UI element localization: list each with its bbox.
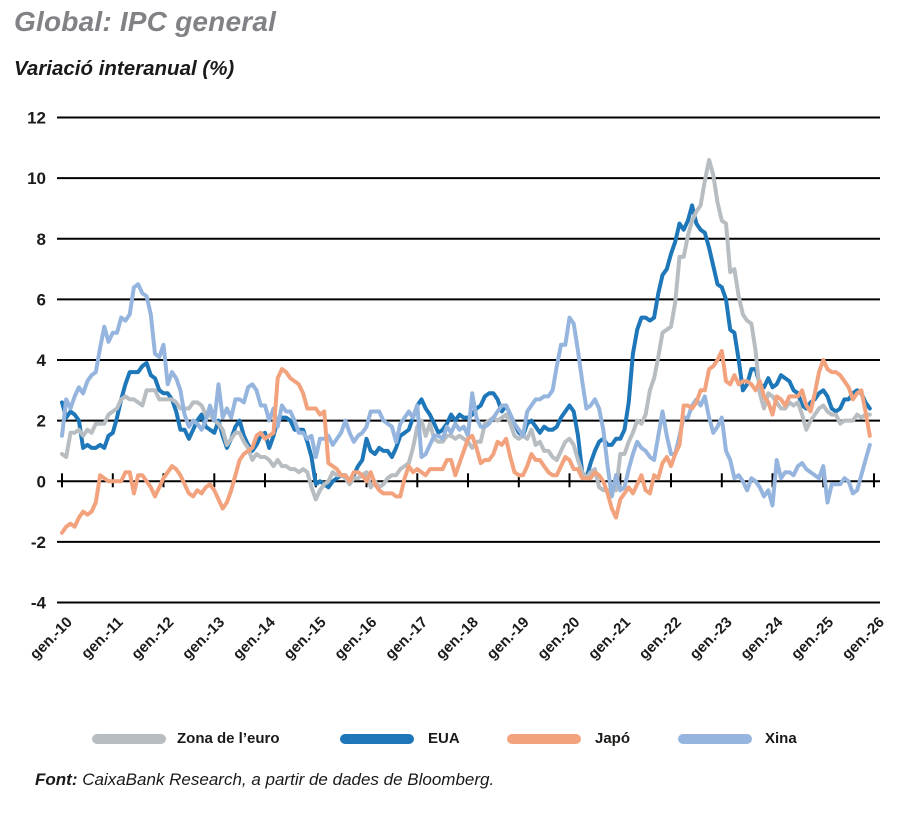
- x-axis-label: gen.-23: [686, 614, 735, 663]
- source-label: Font:: [35, 770, 78, 789]
- y-axis-label: -4: [31, 594, 47, 613]
- y-axis-label: 0: [37, 472, 46, 491]
- x-axis-label: gen.-25: [788, 614, 837, 663]
- y-axis-label: 8: [37, 230, 46, 249]
- x-axis-label: gen.-24: [737, 613, 787, 663]
- y-axis-label: 6: [37, 290, 46, 309]
- legend-swatch-xina: [678, 734, 752, 744]
- x-axis-label: gen.-26: [839, 614, 888, 663]
- x-axis-label: gen.-22: [636, 614, 685, 663]
- y-axis-label: 10: [27, 169, 46, 188]
- x-axis-label: gen.-21: [585, 614, 634, 663]
- y-axis-label: -2: [31, 533, 46, 552]
- legend-label-eua: EUA: [428, 730, 460, 747]
- x-axis-label: gen.-12: [128, 614, 177, 663]
- x-axis-label: gen.-11: [78, 614, 127, 663]
- legend-label-japo: Japó: [595, 730, 631, 747]
- legend-label-xina: Xina: [765, 730, 797, 747]
- x-axis-label: gen.-17: [382, 614, 431, 663]
- legend-swatch-eua: [340, 734, 414, 744]
- y-axis-label: 2: [37, 412, 46, 431]
- chart-subtitle: Variació interanual (%): [14, 57, 235, 80]
- x-axis-label: gen.-20: [534, 614, 583, 663]
- x-axis-label: gen.-16: [331, 614, 380, 663]
- legend-label-zona-euro: Zona de l’euro: [177, 730, 280, 747]
- y-axis-label: 12: [27, 109, 46, 128]
- x-axis-label: gen.-19: [483, 614, 532, 663]
- series-line-xina: [60, 282, 872, 508]
- page-title: Global: IPC general: [14, 6, 277, 37]
- x-axis-label: gen.-18: [433, 614, 482, 663]
- source-text: CaixaBank Research, a partir de dades de…: [77, 770, 495, 789]
- legend-swatch-japo: [507, 734, 581, 744]
- y-axis-label: 4: [37, 351, 47, 370]
- x-axis-label: gen.-10: [27, 614, 76, 663]
- x-axis-label: gen.-14: [230, 613, 280, 663]
- source-note: Font: CaixaBank Research, a partir de da…: [35, 770, 494, 790]
- series-line-jap-: [60, 348, 872, 535]
- x-axis-label: gen.-15: [280, 614, 329, 663]
- x-axis-label: gen.-13: [179, 614, 228, 663]
- legend-swatch-zona-euro: [92, 734, 166, 744]
